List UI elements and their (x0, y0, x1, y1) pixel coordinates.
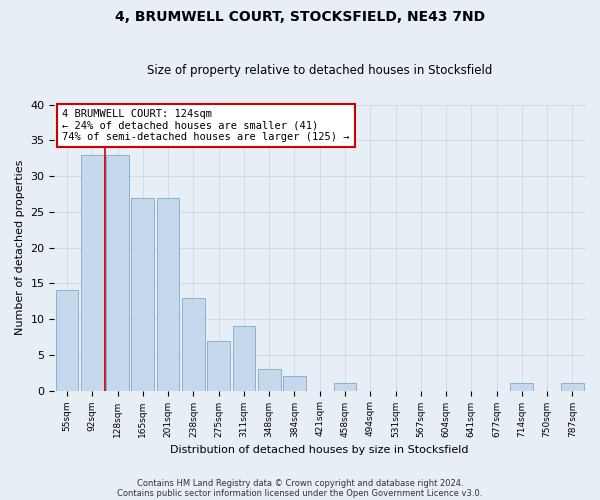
Bar (233, 326, 255, 390)
Bar (511, 384, 533, 390)
Bar (182, 298, 205, 390)
Bar (334, 384, 356, 390)
Text: 4 BRUMWELL COURT: 124sqm
← 24% of detached houses are smaller (41)
74% of semi-d: 4 BRUMWELL COURT: 124sqm ← 24% of detach… (62, 109, 350, 142)
X-axis label: Distribution of detached houses by size in Stocksfield: Distribution of detached houses by size … (170, 445, 469, 455)
Bar (561, 384, 584, 390)
Text: Contains public sector information licensed under the Open Government Licence v3: Contains public sector information licen… (118, 488, 482, 498)
Bar (283, 376, 306, 390)
Bar (56, 290, 79, 390)
Bar (207, 340, 230, 390)
Bar (157, 198, 179, 390)
Text: Contains HM Land Registry data © Crown copyright and database right 2024.: Contains HM Land Registry data © Crown c… (137, 478, 463, 488)
Y-axis label: Number of detached properties: Number of detached properties (15, 160, 25, 335)
Bar (258, 369, 281, 390)
Bar (81, 154, 104, 390)
Bar (131, 198, 154, 390)
Bar (106, 154, 129, 390)
Title: Size of property relative to detached houses in Stocksfield: Size of property relative to detached ho… (147, 64, 493, 77)
Text: 4, BRUMWELL COURT, STOCKSFIELD, NE43 7ND: 4, BRUMWELL COURT, STOCKSFIELD, NE43 7ND (115, 10, 485, 24)
